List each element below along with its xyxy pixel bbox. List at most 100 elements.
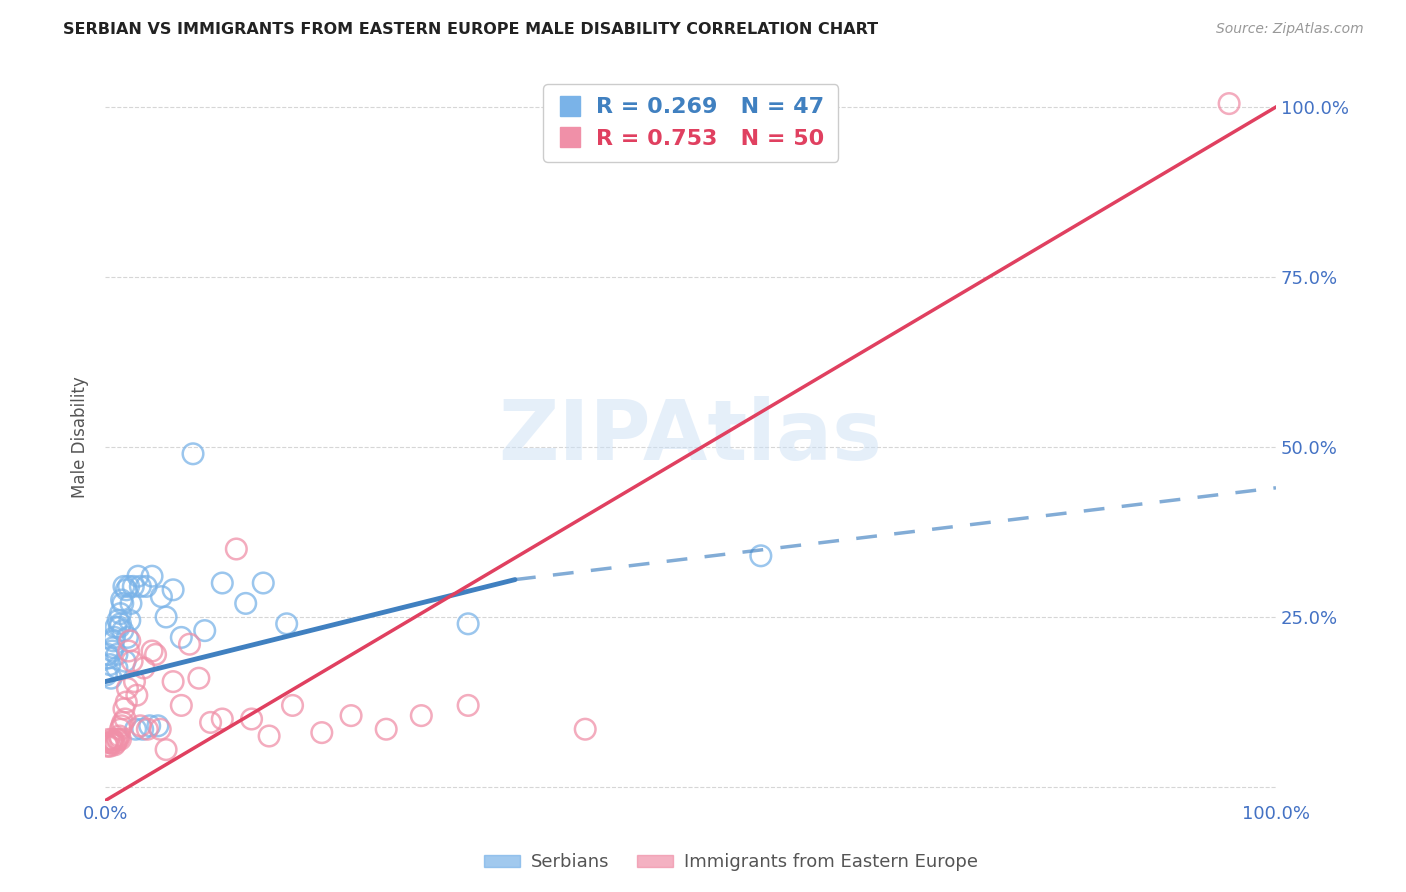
Point [112,702,135,716]
Point [98,657,121,672]
Point [111,624,134,638]
Point [122,579,145,593]
Point [111,715,134,730]
Point [124,723,146,737]
Point [117,644,139,658]
Point [138,719,160,733]
Point [375,723,398,737]
Point [135,579,157,593]
Point [110,732,132,747]
Point [257,729,280,743]
Point [146,719,169,733]
Point [103,631,125,645]
Point [107,614,129,628]
Point [103,738,125,752]
Point [181,447,204,461]
Point [103,633,125,648]
Point [117,631,139,645]
Point [115,582,138,597]
Point [235,596,257,610]
Point [101,732,124,747]
Legend: Serbians, Immigrants from Eastern Europe: Serbians, Immigrants from Eastern Europe [477,847,986,879]
Point [110,719,132,733]
Point [97,650,120,665]
Point [105,648,128,662]
Point [101,736,124,750]
Text: Source: ZipAtlas.com: Source: ZipAtlas.com [1216,22,1364,37]
Point [187,671,209,685]
Point [110,607,132,621]
Point [110,616,132,631]
Point [574,723,596,737]
Point [127,569,149,583]
Point [311,725,333,739]
Point [170,631,193,645]
Y-axis label: Male Disability: Male Disability [72,376,89,498]
Point [211,712,233,726]
Point [132,661,155,675]
Point [145,648,167,662]
Point [340,708,363,723]
Point [129,579,152,593]
Point [120,596,142,610]
Point [101,644,124,658]
Point [110,593,132,607]
Point [179,637,201,651]
Point [117,681,139,696]
Point [141,644,163,658]
Point [457,698,479,713]
Point [114,712,136,726]
Point [200,715,222,730]
Point [105,661,128,675]
Point [98,739,121,754]
Point [104,620,127,634]
Point [276,616,298,631]
Point [108,729,131,743]
Point [115,695,138,709]
Point [97,732,120,747]
Point [96,648,118,662]
Point [225,541,247,556]
Point [118,633,141,648]
Point [112,579,135,593]
Point [111,596,134,610]
Point [107,732,129,747]
Point [96,739,118,754]
Point [281,698,304,713]
Text: SERBIAN VS IMMIGRANTS FROM EASTERN EUROPE MALE DISABILITY CORRELATION CHART: SERBIAN VS IMMIGRANTS FROM EASTERN EUROP… [63,22,879,37]
Point [124,674,146,689]
Point [211,576,233,591]
Point [150,590,173,604]
Point [136,723,159,737]
Point [117,579,139,593]
Point [103,733,125,747]
Point [96,668,118,682]
Text: ZIPAtlas: ZIPAtlas [499,396,883,477]
Point [104,736,127,750]
Point [155,742,177,756]
Point [194,624,217,638]
Point [100,671,122,685]
Point [96,736,118,750]
Legend: R = 0.269   N = 47, R = 0.753   N = 50: R = 0.269 N = 47, R = 0.753 N = 50 [543,84,838,161]
Point [118,614,141,628]
Point [155,610,177,624]
Point [100,736,122,750]
Point [170,698,193,713]
Point [131,723,153,737]
Point [1218,96,1240,111]
Point [129,719,152,733]
Point [141,569,163,583]
Point [125,688,148,702]
Point [114,654,136,668]
Point [103,640,125,655]
Point [252,576,274,591]
Point [457,616,479,631]
Point [110,723,132,737]
Point [411,708,433,723]
Point [162,674,184,689]
Point [149,723,172,737]
Point [105,732,128,747]
Point [162,582,184,597]
Point [240,712,263,726]
